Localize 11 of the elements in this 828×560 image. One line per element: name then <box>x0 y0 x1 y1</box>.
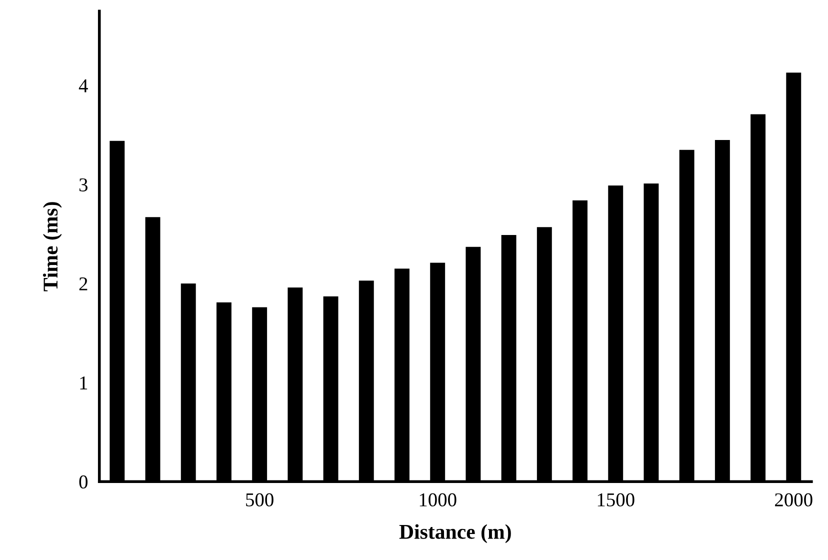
y-tick-label: 2 <box>79 277 88 290</box>
y-tick-label: 4 <box>78 79 88 92</box>
y-tick-label: 3 <box>79 178 88 192</box>
y-axis-title: Time (ms) <box>42 202 62 292</box>
y-tick-label: 1 <box>80 376 88 390</box>
x-tick-label: 500 <box>246 493 274 506</box>
y-tick-label: 0 <box>79 475 88 489</box>
x-tick-label: 1500 <box>598 493 634 506</box>
x-tick-label: 1000 <box>420 493 456 506</box>
x-axis-title: Distance (m) <box>399 524 511 544</box>
x-tick-label: 2000 <box>775 493 812 506</box>
